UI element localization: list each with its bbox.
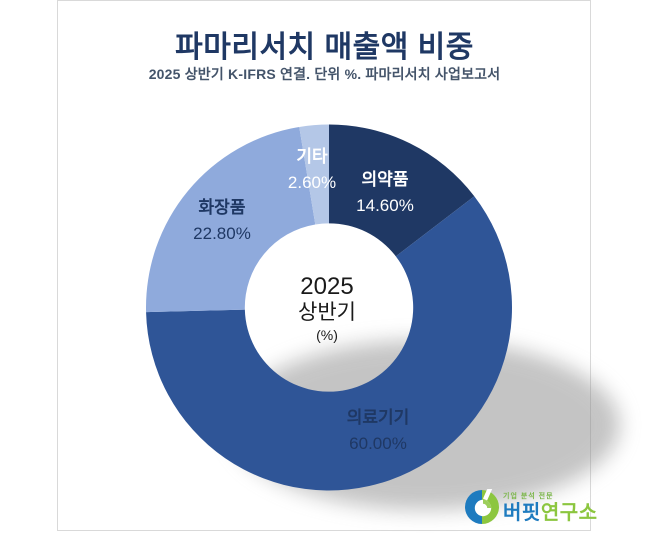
slice-percentage: 14.60% <box>356 196 414 215</box>
center-period: 상반기 <box>298 301 356 324</box>
slice-label-medical-devices: 의료기기 60.00% <box>347 405 410 457</box>
slice-percentage: 2.60% <box>287 173 337 192</box>
slice-percentage: 22.80% <box>193 224 251 243</box>
logo-name-part1: 버핏 <box>503 501 541 524</box>
donut-slice-의약품 <box>329 124 475 257</box>
slice-category-name: 화장품 <box>198 198 246 217</box>
donut-slice-의료기기 <box>146 196 513 491</box>
slice-label-pharmaceuticals: 의약품 14.60% <box>356 167 414 219</box>
slice-label-others: 기타 2.60% <box>288 144 336 196</box>
center-year: 2025 <box>300 273 354 300</box>
donut-slice-화장품 <box>146 126 316 313</box>
logo-tagline: 기업 분석 전문 <box>503 492 554 500</box>
slice-category-name: 의료기기 <box>346 408 410 427</box>
donut-center-label: 2025 상반기 (%) <box>298 273 356 345</box>
logo-name: 버핏연구소 <box>503 502 598 524</box>
slice-label-cosmetics: 화장품 22.80% <box>193 195 251 247</box>
donut-slices <box>146 124 513 491</box>
center-unit: (%) <box>316 327 338 343</box>
buffett-lab-logo: 기업 분석 전문 버핏연구소 <box>464 489 598 525</box>
slice-category-name: 기타 <box>296 147 328 166</box>
chart-subtitle: 2025 상반기 K-IFRS 연결. 단위 %. 파마리서치 사업보고서 <box>148 66 501 82</box>
donut-slice-기타 <box>299 124 329 225</box>
logo-name-part2: 연구소 <box>540 501 598 524</box>
slice-percentage: 60.00% <box>349 434 407 453</box>
chart-title: 파마리서치 매출액 비중 <box>175 31 474 64</box>
buffett-lab-logo-icon <box>465 489 499 524</box>
slice-category-name: 의약품 <box>361 170 409 189</box>
